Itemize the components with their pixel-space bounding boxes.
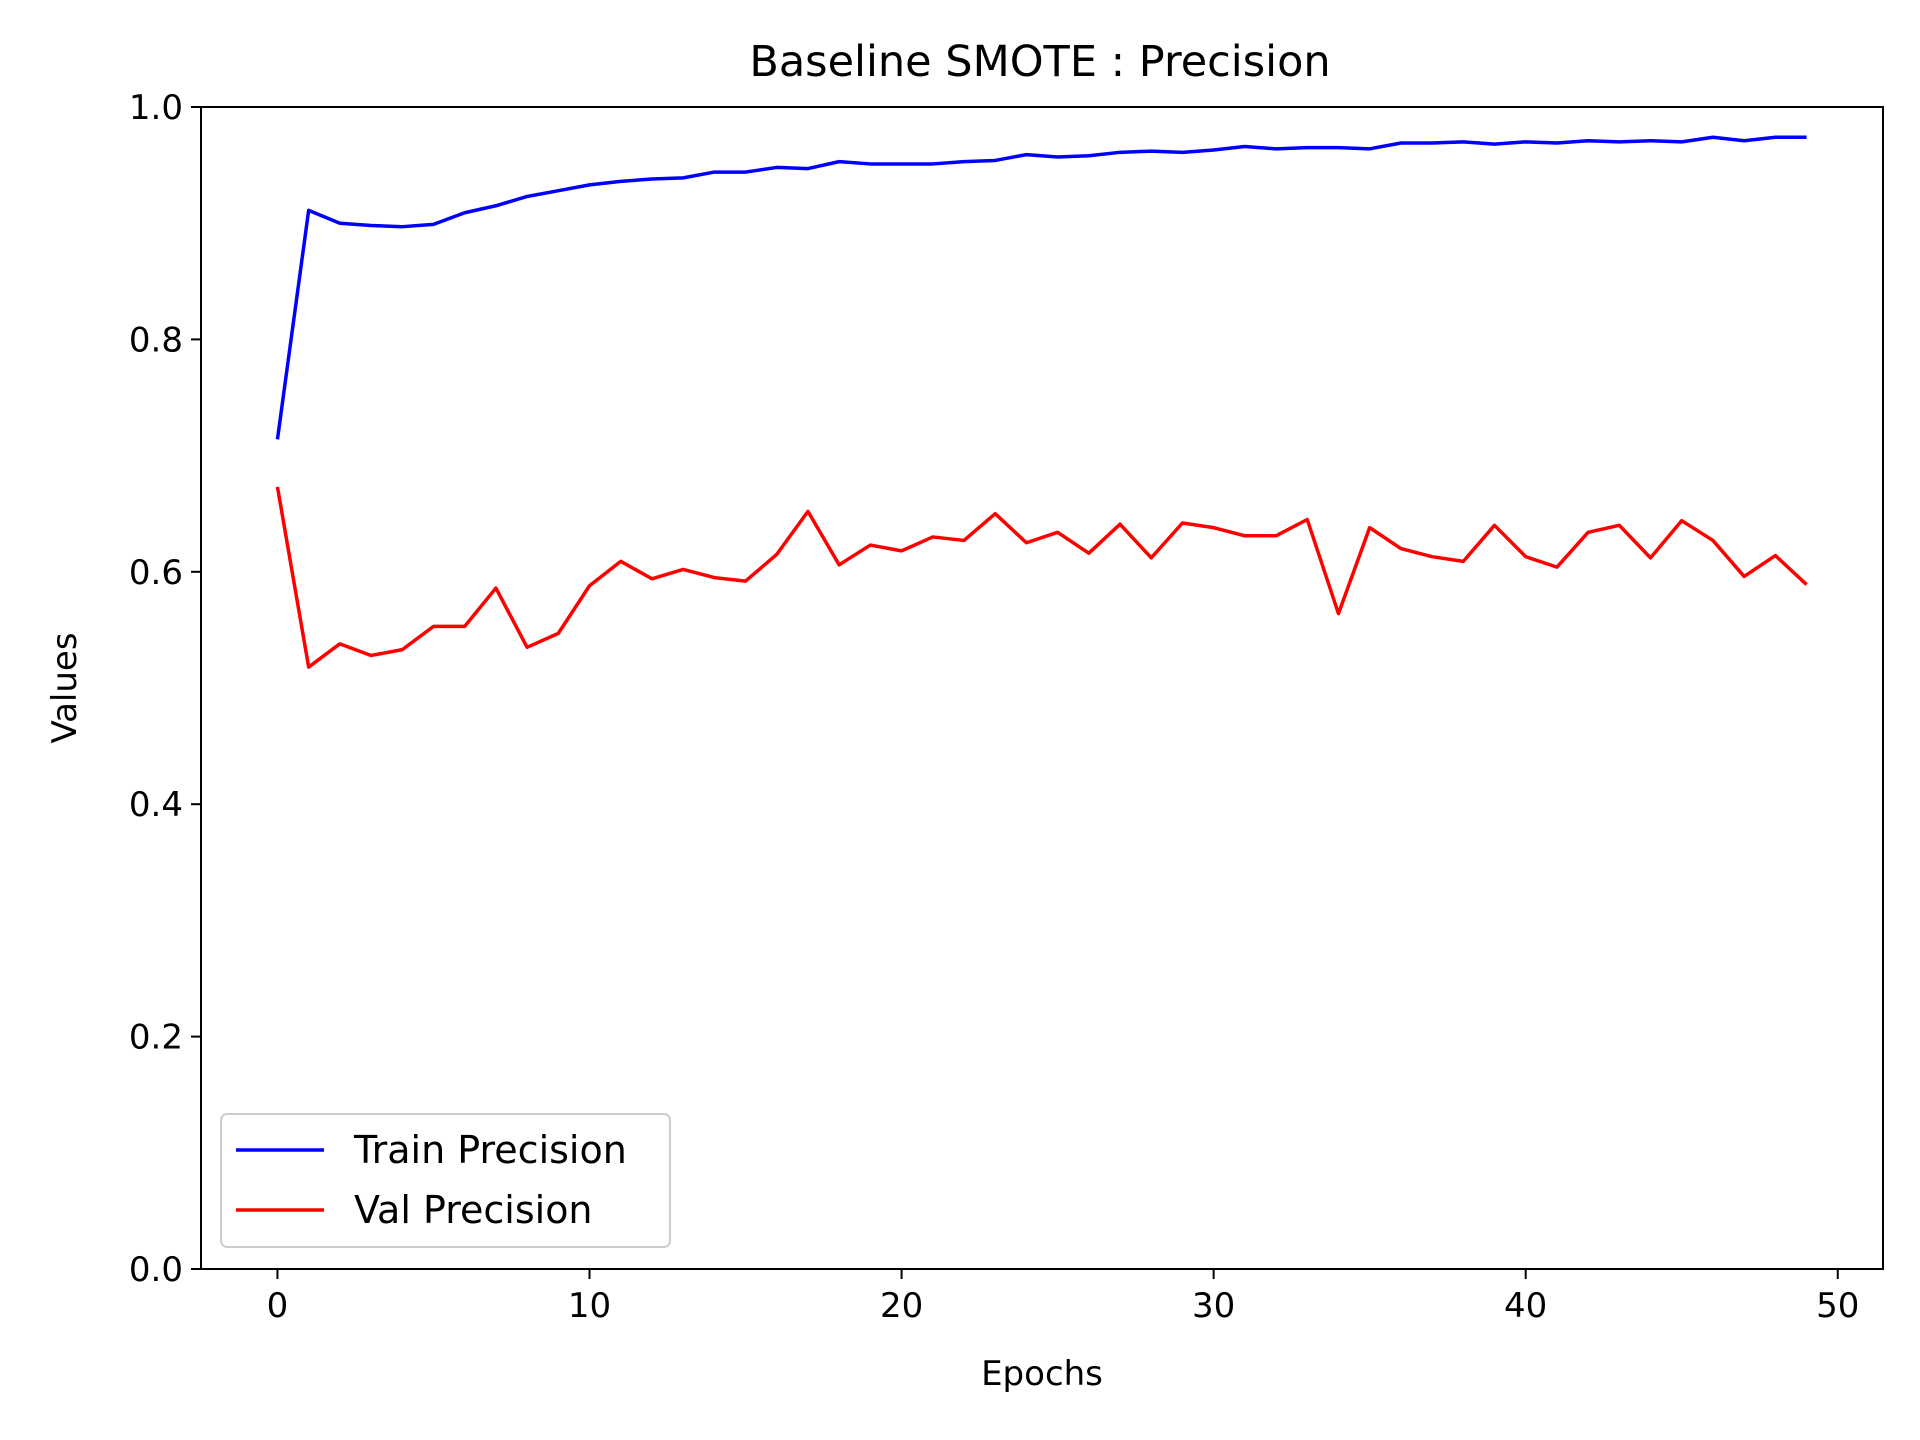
series-line-val-precision [275, 486, 1808, 669]
y-tick-label: 0.0 [129, 1250, 183, 1290]
x-axis-label: Epochs [981, 1354, 1103, 1394]
legend-entries: Train Precision Val Precision [236, 1128, 627, 1232]
legend: Train Precision Val Precision [220, 1113, 671, 1248]
chart-title: Baseline SMOTE : Precision [749, 37, 1330, 87]
legend-label: Val Precision [354, 1188, 593, 1232]
x-tick-label: 50 [1816, 1286, 1859, 1326]
y-tick-label: 0.4 [129, 785, 183, 825]
series-line-train-precision [275, 135, 1807, 440]
y-axis-label: Values [45, 632, 85, 743]
x-tick-label: 0 [267, 1286, 289, 1326]
x-axis-ticks: 0 10 20 30 40 50 [267, 1269, 1859, 1326]
y-tick-label: 0.8 [129, 320, 183, 360]
y-tick-label: 0.2 [129, 1018, 183, 1058]
y-tick-label: 0.6 [129, 553, 183, 593]
x-tick-label: 10 [568, 1286, 611, 1326]
x-tick-label: 30 [1192, 1286, 1235, 1326]
y-tick-label: 1.0 [129, 88, 183, 128]
x-tick-label: 40 [1504, 1286, 1547, 1326]
x-tick-label: 20 [880, 1286, 923, 1326]
plot-frame [200, 106, 1884, 1270]
y-axis-ticks: 0.0 0.2 0.4 0.6 0.8 1.0 [129, 88, 201, 1290]
plot-lines [275, 135, 1808, 669]
legend-box [220, 1113, 671, 1248]
legend-label: Train Precision [353, 1128, 627, 1172]
